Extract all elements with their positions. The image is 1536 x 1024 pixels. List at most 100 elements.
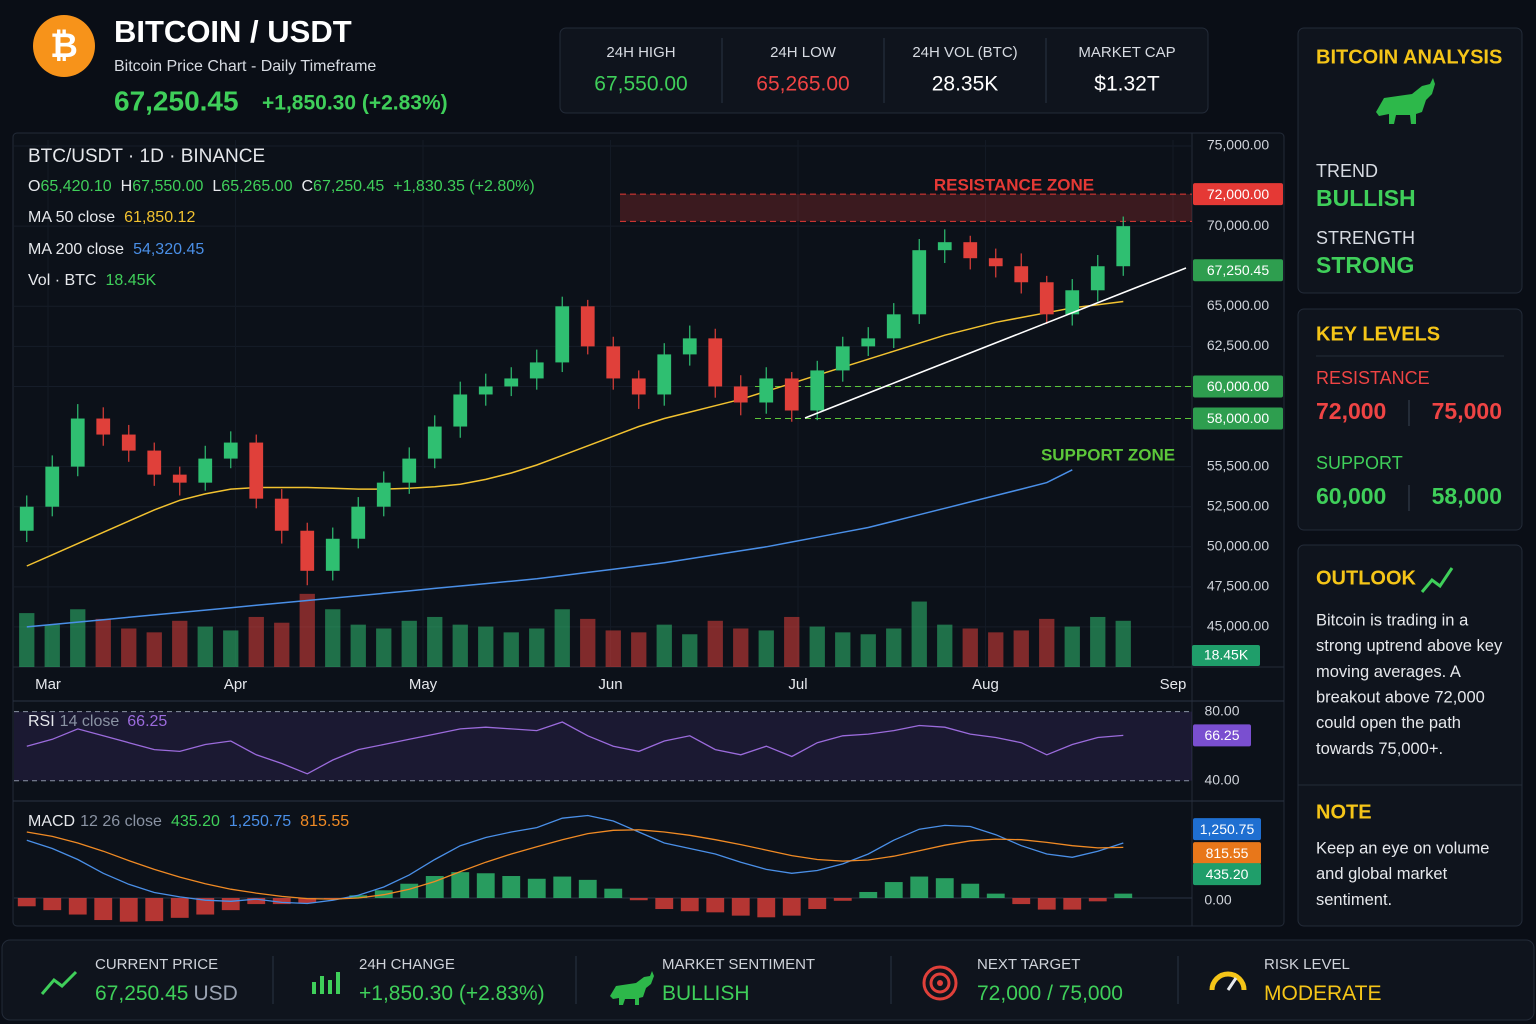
macd-histogram-bar — [884, 882, 903, 899]
candle-body — [274, 498, 289, 531]
volume-badge — [1192, 645, 1260, 666]
legend-item: 14 close — [60, 713, 120, 730]
candle-body — [19, 506, 34, 531]
price-badge-label: 58,000.00 — [1207, 410, 1269, 426]
volume-bar — [784, 616, 800, 667]
candle-body — [988, 258, 1003, 267]
price-badge — [1193, 375, 1283, 398]
paragraph-line: towards 75,000+. — [1316, 740, 1443, 758]
volume-bar — [682, 634, 698, 667]
volume-bar — [427, 616, 443, 667]
rsi-badge-label: 66.25 — [1204, 727, 1239, 743]
key-levels-panel — [1297, 308, 1523, 531]
macd-histogram-bar — [349, 895, 368, 899]
volume-bar — [1039, 618, 1055, 667]
volume-bar — [44, 624, 60, 667]
y-tick-label: 65,000.00 — [1207, 297, 1269, 313]
chart-panel — [12, 132, 1285, 927]
stat-label: 24H HIGH — [606, 44, 675, 61]
trend-label: TREND — [1316, 161, 1378, 181]
icon-dot — [937, 980, 943, 986]
volume-bar — [503, 632, 519, 667]
legend: Vol · BTC 18.45K — [28, 272, 157, 289]
support-level: 60,000 — [1316, 483, 1386, 509]
candle-body — [835, 346, 850, 371]
resistance-level: 72,000 — [1316, 398, 1386, 424]
candle-body — [1065, 290, 1080, 315]
y-tick-label: 50,000.00 — [1207, 537, 1269, 553]
y-tick-label: 62,500.00 — [1207, 337, 1269, 353]
candle-body — [300, 530, 315, 571]
y-tick-label: 55,500.00 — [1207, 457, 1269, 473]
volume-bar — [172, 620, 188, 667]
legend-item: 12 26 close — [80, 813, 162, 830]
volume-bar — [707, 620, 723, 667]
y-tick-label: 45,000.00 — [1207, 618, 1269, 634]
stat-value: 28.35K — [932, 73, 999, 96]
stat-label: 24H VOL (BTC) — [912, 44, 1017, 61]
icon-needle — [1226, 977, 1238, 991]
icon-ring — [922, 965, 958, 1001]
candle-body — [963, 242, 978, 259]
volume-bar — [580, 618, 596, 667]
legend-item: RSI — [28, 713, 55, 730]
support-label: SUPPORT — [1316, 453, 1403, 473]
panel-title: OUTLOOK — [1316, 567, 1417, 589]
outlook-text: Bitcoin is trading in a strong uptrend ab… — [1316, 611, 1503, 758]
macd-histogram-bar — [859, 891, 878, 899]
footer-icon — [40, 970, 78, 995]
btc-logo-glyph: ₿ — [50, 27, 78, 65]
page-title: BITCOIN / USDT — [114, 14, 352, 49]
macd-badge — [1193, 863, 1261, 886]
rsi-line — [26, 721, 1124, 775]
volume-bar — [656, 624, 672, 667]
macd-histogram-bar — [706, 898, 725, 913]
volume-bar — [1090, 616, 1106, 667]
macd-histogram-bar — [1037, 898, 1056, 910]
footer-unit: USD — [193, 982, 237, 1005]
paragraph-line: and global market — [1316, 865, 1448, 883]
candle-body — [1039, 282, 1054, 315]
legend-item: 815.55 — [300, 813, 349, 830]
volume-bar — [197, 626, 213, 667]
candle-body — [861, 338, 876, 347]
y-tick-label: 40.00 — [1204, 771, 1239, 787]
ma200-line — [26, 469, 1073, 628]
icon-gauge — [1209, 971, 1247, 991]
candle-body — [1014, 266, 1029, 283]
footer-value: 72,000 / 75,000 — [977, 982, 1123, 1005]
price-change: +1,850.30 (+2.83%) — [262, 92, 448, 115]
candle-body — [631, 378, 646, 395]
footer-value-text: BULLISH — [662, 982, 750, 1005]
footer-label: RISK LEVEL — [1264, 956, 1350, 973]
footer-value-text: MODERATE — [1264, 982, 1381, 1005]
volume-badge-label: 18.45K — [1204, 647, 1249, 663]
candle-body — [198, 458, 213, 483]
footer-label: CURRENT PRICE — [95, 956, 218, 973]
macd-histogram-bar — [94, 898, 113, 921]
candle-body — [555, 306, 570, 363]
y-tick-label: 52,500.00 — [1207, 497, 1269, 513]
candle-body — [453, 394, 468, 427]
x-tick-label: Jun — [598, 676, 622, 693]
x-tick-label: Apr — [224, 676, 247, 693]
icon-ring — [929, 972, 951, 994]
volume-bar — [248, 616, 264, 667]
price-badge-label: 72,000.00 — [1207, 186, 1269, 202]
candle-body — [351, 506, 366, 539]
candle-body — [682, 338, 697, 355]
candle-body — [937, 242, 952, 251]
panel-title: NOTE — [1316, 801, 1372, 823]
candle-body — [223, 442, 238, 459]
legend-item: 18.45K — [105, 272, 156, 289]
stat-value: $1.32T — [1094, 73, 1160, 96]
footer-icon — [1209, 971, 1247, 991]
price: 67,250.45 — [114, 85, 239, 116]
y-tick-label: 80.00 — [1204, 702, 1239, 718]
candle-body — [886, 314, 901, 339]
volume-bar — [350, 624, 366, 667]
footer-value-text: 72,000 / 75,000 — [977, 982, 1123, 1005]
volume-bar — [937, 624, 953, 667]
macd-histogram-bar — [502, 876, 521, 899]
panel-title: BITCOIN ANALYSIS — [1316, 46, 1502, 68]
